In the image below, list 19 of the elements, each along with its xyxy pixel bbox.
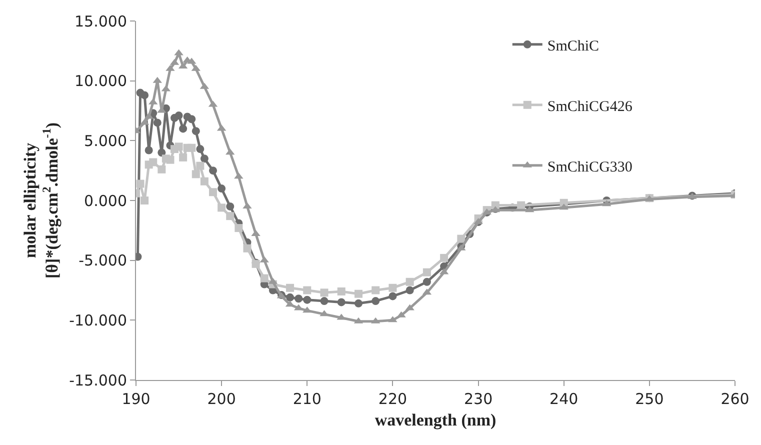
legend-label: SmChiCG330: [547, 159, 632, 176]
x-axis-title: wavelength (nm): [374, 410, 496, 430]
x-tick-label: 190: [122, 390, 150, 408]
legend-label: SmChiCG426: [547, 98, 633, 115]
x-tick-label: 250: [635, 390, 664, 408]
y-tick-label: -10.000: [69, 311, 127, 330]
legend-label: SmChiC: [547, 38, 600, 54]
y-tick-label: 15.000: [74, 12, 127, 30]
y-tick-label: 10.000: [74, 72, 127, 90]
y-tick-label: -5.000: [78, 252, 127, 270]
x-tick-label: 200: [207, 390, 236, 408]
y-tick-label: 5.000: [84, 132, 127, 150]
x-tick-label: 240: [550, 390, 578, 408]
x-tick-label: 260: [720, 390, 750, 408]
x-tick-label: 210: [292, 390, 322, 408]
y-tick-label: -15.000: [69, 371, 127, 390]
y-tick-label: 0.000: [84, 192, 127, 210]
x-tick-label: 230: [464, 390, 493, 408]
x-tick-label: 220: [378, 390, 408, 408]
